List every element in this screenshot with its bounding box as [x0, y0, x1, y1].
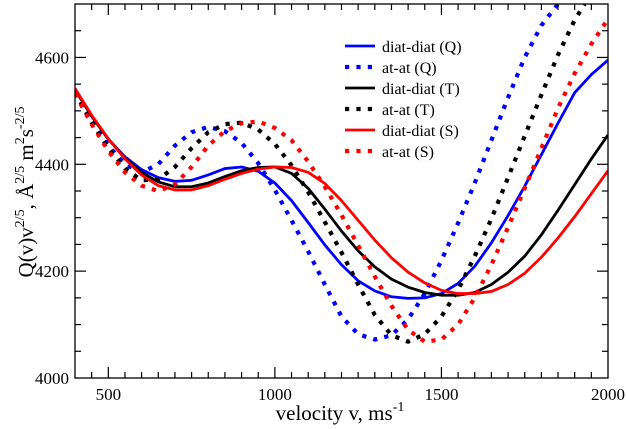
y-axis-label-part: m [14, 144, 38, 166]
x-tick-label: 1000 [258, 385, 292, 404]
y-axis-label: Q(v)v2/5, Å2/5 m2s-2/5 [13, 107, 38, 278]
legend-label-5: diat-diat (S) [382, 123, 459, 140]
x-tick-label: 2000 [591, 385, 625, 404]
y-tick-label: 4600 [35, 48, 69, 67]
x-axis-label-main: velocity v, ms [276, 401, 393, 425]
legend-label-1: diat-diat (Q) [382, 39, 462, 56]
y-tick-label: 4200 [35, 262, 69, 281]
x-tick-label: 1500 [424, 385, 458, 404]
legend-label-3: diat-diat (T) [382, 81, 460, 98]
y-tick-label: 4000 [35, 369, 69, 388]
tick-labels: 500 1000 1500 2000 4000 4200 4400 4600 [35, 48, 625, 404]
legend-label-2: at-at (Q) [382, 60, 437, 77]
x-axis-label: velocity v, ms-1 [276, 400, 405, 425]
x-axis-label-sup: -1 [393, 400, 405, 415]
y-axis-label-part: , Å [14, 183, 38, 210]
y-tick-label: 4400 [35, 155, 69, 174]
y-axis-label-part: 2/5 [13, 166, 28, 184]
y-axis-label-part: -2/5 [13, 107, 28, 130]
y-axis-label-part: 2/5 [13, 209, 28, 227]
legend-label-4: at-at (T) [382, 102, 435, 119]
y-axis-label-part: s [14, 129, 38, 137]
y-axis-label-part: 2 [13, 137, 28, 144]
series-layer [75, 4, 608, 344]
y-axis-label-part: Q(v)v [14, 227, 38, 278]
series-line-3 [75, 88, 608, 297]
x-tick-label: 500 [96, 385, 122, 404]
legend: diat-diat (Q) at-at (Q) diat-diat (T) at-at… [345, 39, 462, 161]
series-line-6 [75, 17, 608, 344]
legend-label-6: at-at (S) [382, 144, 434, 161]
ticks-layer [75, 4, 608, 378]
